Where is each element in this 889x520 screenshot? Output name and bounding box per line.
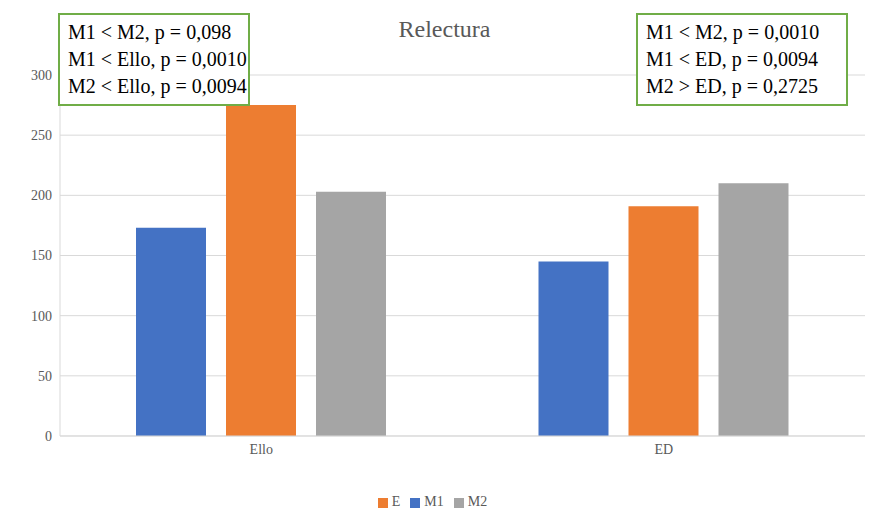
svg-text:ED: ED [654, 442, 673, 457]
svg-text:250: 250 [31, 128, 52, 143]
html-text:Relectura: Relectura [398, 16, 491, 42]
svg-text:300: 300 [31, 68, 52, 83]
html-text:M1 < Ello, p = 0,0010: M1 < Ello, p = 0,0010 [68, 48, 247, 70]
html-text:M1: M1 [424, 494, 444, 509]
html-text:M1 < M2, p = 0,0010: M1 < M2, p = 0,0010 [646, 21, 820, 43]
svg-text:50: 50 [38, 369, 52, 384]
html-text:E: E [391, 494, 401, 509]
html-text:M2 < Ello, p = 0,0094: M2 < Ello, p = 0,0094 [68, 75, 247, 97]
html-text:M1 < ED, p = 0,0094: M1 < ED, p = 0,0094 [646, 48, 818, 70]
svg-text:Ello: Ello [250, 442, 273, 457]
html-text:M2 > ED, p = 0,2725: M2 > ED, p = 0,2725 [646, 75, 818, 97]
html-text:M2: M2 [467, 494, 488, 509]
svg-text:0: 0 [45, 429, 52, 444]
html-text:M1 < M2, p = 0,098: M1 < M2, p = 0,098 [68, 21, 232, 43]
svg-text:100: 100 [31, 309, 52, 324]
svg-text:200: 200 [31, 188, 52, 203]
svg-text:150: 150 [31, 248, 52, 263]
